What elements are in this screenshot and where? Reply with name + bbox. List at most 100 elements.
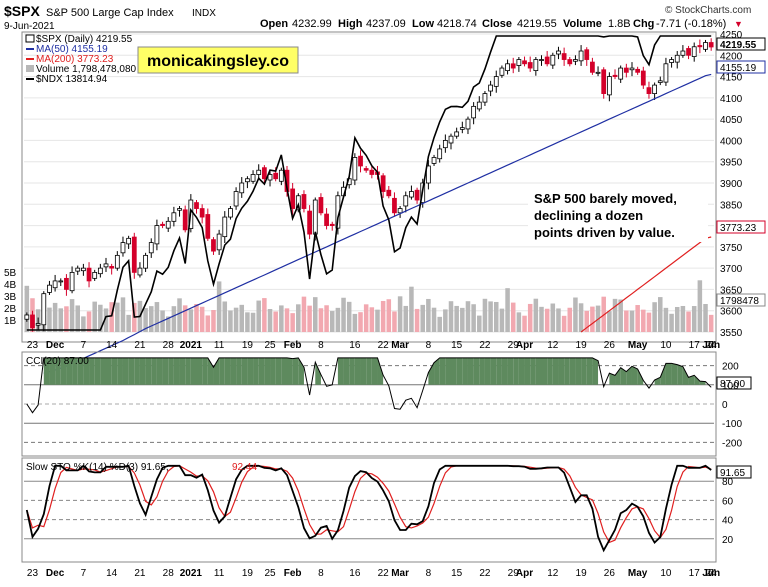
volume-bar <box>58 308 64 332</box>
cci-positive-area <box>77 357 84 385</box>
volume-bar <box>64 306 69 332</box>
low-label: Low <box>412 18 434 30</box>
date-tick-label: 8 <box>318 340 324 351</box>
date-tick-label: 22 <box>378 568 390 579</box>
candle-body <box>674 54 680 63</box>
cci-label: CCI(20) 87.00 <box>26 356 89 367</box>
candle-body <box>318 197 324 214</box>
volume-bar <box>392 311 397 332</box>
date-tick-label: Jun <box>702 340 720 351</box>
volume-bar <box>550 303 556 332</box>
candle-body <box>352 157 358 181</box>
cci-positive-area <box>665 363 672 385</box>
volume-bar <box>414 308 420 332</box>
cci-positive-area <box>631 366 638 385</box>
date-tick-label: May <box>628 340 648 351</box>
ma50-box-text: 4155.19 <box>720 63 757 74</box>
ndx-line <box>26 35 712 331</box>
candle-body <box>533 59 539 72</box>
volume-bar <box>369 307 375 332</box>
sto-k-line <box>25 464 712 553</box>
volume-bar <box>691 306 697 332</box>
date-tick-label: 24 <box>706 568 718 579</box>
cci-positive-area <box>451 357 457 385</box>
cci-positive-area <box>682 366 689 385</box>
cci-positive-area <box>552 357 559 385</box>
volume-bar <box>250 312 256 332</box>
volume-bar <box>533 298 539 332</box>
volume-bar <box>228 310 233 332</box>
cci-positive-area <box>275 357 282 385</box>
cci-positive-area <box>168 357 174 385</box>
cci-positive-area <box>360 357 367 385</box>
volume-value: 1.8B <box>608 18 631 30</box>
cci-positive-area <box>439 357 446 385</box>
cci-positive-area <box>219 357 225 385</box>
candle-body <box>623 67 629 73</box>
date-tick-label: 12 <box>547 340 559 351</box>
cci-tick-label: 200 <box>722 362 739 373</box>
sto-tick-label: 60 <box>722 496 734 507</box>
price-tick-label: 3900 <box>720 179 743 190</box>
cci-positive-area <box>298 357 304 385</box>
chg-label: Chg <box>633 18 654 30</box>
sto-box-text: 91.65 <box>720 468 745 479</box>
price-tick-label: 4250 <box>720 30 743 41</box>
cci-positive-area <box>609 373 616 385</box>
candle-body <box>482 93 488 103</box>
cci-positive-area <box>484 357 491 385</box>
price-tick-label: 4150 <box>720 73 743 84</box>
candle-body <box>205 214 211 239</box>
volume-bar <box>329 311 335 332</box>
date-tick-label: 10 <box>660 568 672 579</box>
date-tick-label: 8 <box>426 340 432 351</box>
candle-body <box>437 148 443 160</box>
candle-body <box>516 59 522 66</box>
volume-bar <box>663 307 669 332</box>
volume-tick-label: 3B <box>4 292 17 303</box>
volume-bar <box>465 301 471 332</box>
candle-body <box>584 49 590 60</box>
candle-body <box>171 212 177 222</box>
candle-body <box>573 59 578 62</box>
candle-body <box>69 271 75 292</box>
date-tick-label: 19 <box>576 340 588 351</box>
volume-bar <box>92 301 97 332</box>
volume-bar <box>239 304 245 332</box>
date-tick-label: 25 <box>264 568 276 579</box>
cci-positive-area <box>66 357 73 385</box>
candles <box>24 38 714 332</box>
candle-body <box>567 59 573 65</box>
candle-body <box>47 284 52 293</box>
volume-bar <box>493 301 499 332</box>
volume-bar <box>98 304 103 332</box>
sto-label: Slow STO %K(14) %D(3) 91.65, <box>26 462 169 473</box>
cci-positive-area <box>354 357 361 385</box>
candle-body <box>64 277 69 290</box>
cci-positive-area <box>106 357 112 385</box>
annotation-line1: S&P 500 barely moved, <box>534 191 677 206</box>
cci-positive-area <box>145 357 152 385</box>
ma50-line <box>43 73 712 374</box>
volume-bar <box>505 288 510 332</box>
volume-bar <box>652 302 657 332</box>
cci-positive-area <box>496 357 502 385</box>
volume-bar <box>539 306 544 332</box>
sto-tick-label: 40 <box>722 516 734 527</box>
volume-bar <box>448 301 454 332</box>
ma200-box <box>716 220 766 234</box>
cci-positive-area <box>151 357 157 385</box>
price-axis: 4250420041504100405040003950390038503800… <box>720 30 743 339</box>
cci-positive-area <box>581 357 587 385</box>
cci-positive-area <box>94 357 101 385</box>
volume-bar <box>216 281 222 332</box>
candle-body <box>35 323 41 326</box>
candle-body <box>510 63 516 69</box>
volume-box <box>716 293 766 307</box>
cci-positive-area <box>196 357 203 385</box>
date-tick-label: 8 <box>318 568 324 579</box>
volume-bar <box>380 300 386 332</box>
legend-ma200: MA(200) 3773.23 <box>36 54 114 65</box>
date-tick-label: 15 <box>451 340 463 351</box>
